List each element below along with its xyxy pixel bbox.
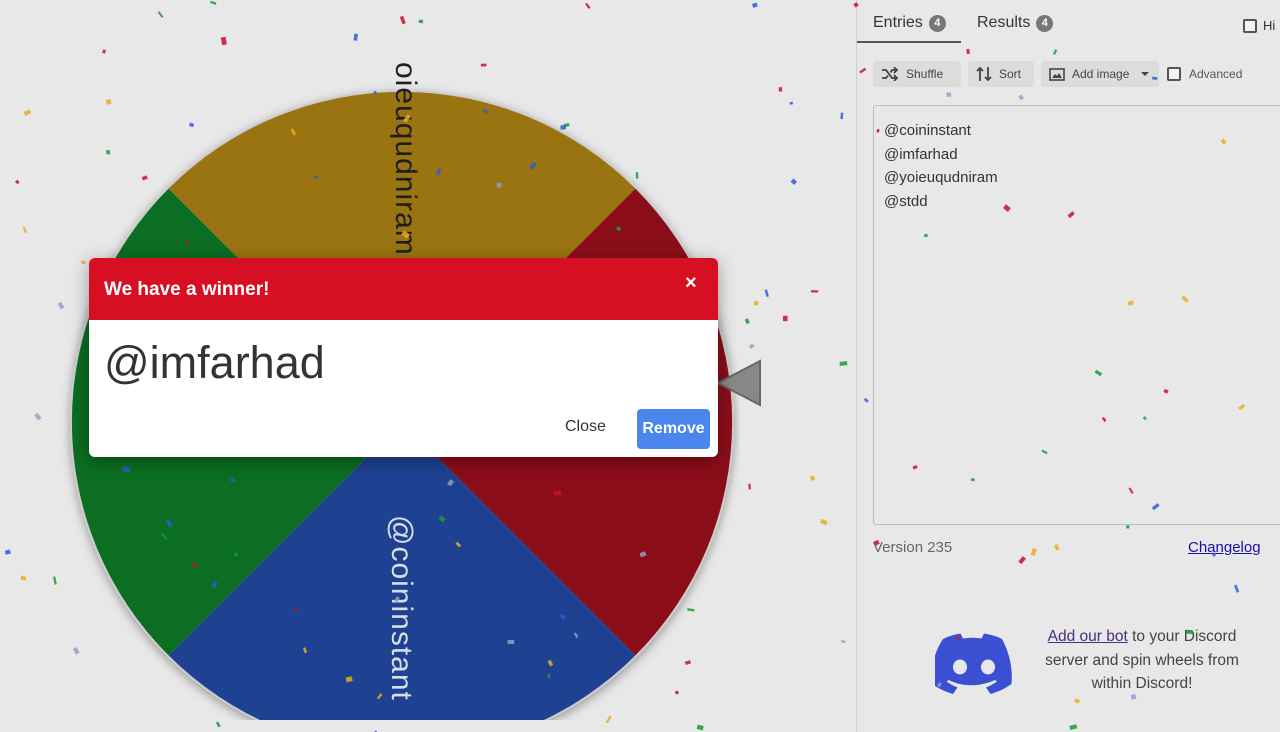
entries-count-badge: 4 <box>928 14 946 32</box>
entries-textarea[interactable]: @coininstant @imfarhad @yoieuqudniram @s… <box>873 105 1280 525</box>
tab-entries[interactable]: Entries 4 <box>873 14 946 32</box>
wheel-label-bottom: @coininstant <box>385 515 418 701</box>
advanced-label: Advanced <box>1189 67 1243 81</box>
version-text: Version 235 <box>873 539 953 556</box>
image-icon <box>1049 67 1065 81</box>
discord-text-3: within Discord! <box>1091 675 1193 692</box>
sort-button[interactable]: Sort <box>968 61 1034 87</box>
tab-results-label: Results <box>977 14 1031 31</box>
hide-checkbox-label: Hi <box>1263 18 1276 33</box>
hide-checkbox[interactable]: Hi <box>1243 18 1275 33</box>
advanced-checkbox[interactable]: Advanced <box>1167 67 1242 81</box>
wheel-segment-yoieuqudniram <box>168 91 636 422</box>
tab-entries-label: Entries <box>873 14 923 31</box>
tab-results[interactable]: Results 4 <box>977 14 1054 32</box>
dialog-close-icon[interactable]: × <box>685 272 697 294</box>
dialog-title: We have a winner! <box>104 279 270 300</box>
entry-line: @stdd <box>884 192 928 210</box>
dialog-header: We have a winner! × <box>89 258 718 320</box>
remove-button[interactable]: Remove <box>637 409 710 449</box>
changelog-link[interactable]: Changelog <box>1188 539 1261 556</box>
entry-line: @imfarhad <box>884 145 958 163</box>
hide-checkbox-box[interactable] <box>1243 18 1257 33</box>
active-tab-underline <box>857 41 961 43</box>
discord-text-2: server and spin wheels from <box>1045 651 1239 669</box>
sort-label: Sort <box>999 67 1022 81</box>
close-button[interactable]: Close <box>565 418 606 435</box>
winner-dialog: We have a winner! × @imfarhad Close Remo… <box>89 258 718 457</box>
entry-line: @coininstant <box>884 122 971 139</box>
discord-text-1: to your Discord <box>1127 628 1237 645</box>
discord-logo-icon <box>935 633 1012 694</box>
discord-promo: Add our bot to your Discord server and s… <box>1037 625 1247 696</box>
shuffle-button[interactable]: Shuffle <box>873 61 961 87</box>
chevron-down-icon <box>1141 72 1150 76</box>
shuffle-label: Shuffle <box>906 67 944 81</box>
add-image-label: Add image <box>1072 67 1130 81</box>
winner-name: @imfarhad <box>104 337 325 388</box>
wheel-pointer-icon <box>716 359 761 407</box>
advanced-checkbox-box[interactable] <box>1167 67 1181 81</box>
results-count-badge: 4 <box>1036 14 1054 32</box>
wheel-label-top: oieuqudniram <box>389 62 422 256</box>
wheel-segment-coininstant <box>168 422 636 720</box>
shuffle-icon <box>882 67 899 81</box>
sort-icon <box>976 66 992 82</box>
entry-line: @yoieuqudniram <box>884 169 998 186</box>
side-panel: Entries 4 Results 4 Hi Shuffle Sort <box>856 0 1280 732</box>
add-bot-link[interactable]: Add our bot <box>1047 628 1128 645</box>
tabs: Entries 4 Results 4 Hi <box>857 0 1280 44</box>
add-image-button[interactable]: Add image <box>1041 61 1159 87</box>
